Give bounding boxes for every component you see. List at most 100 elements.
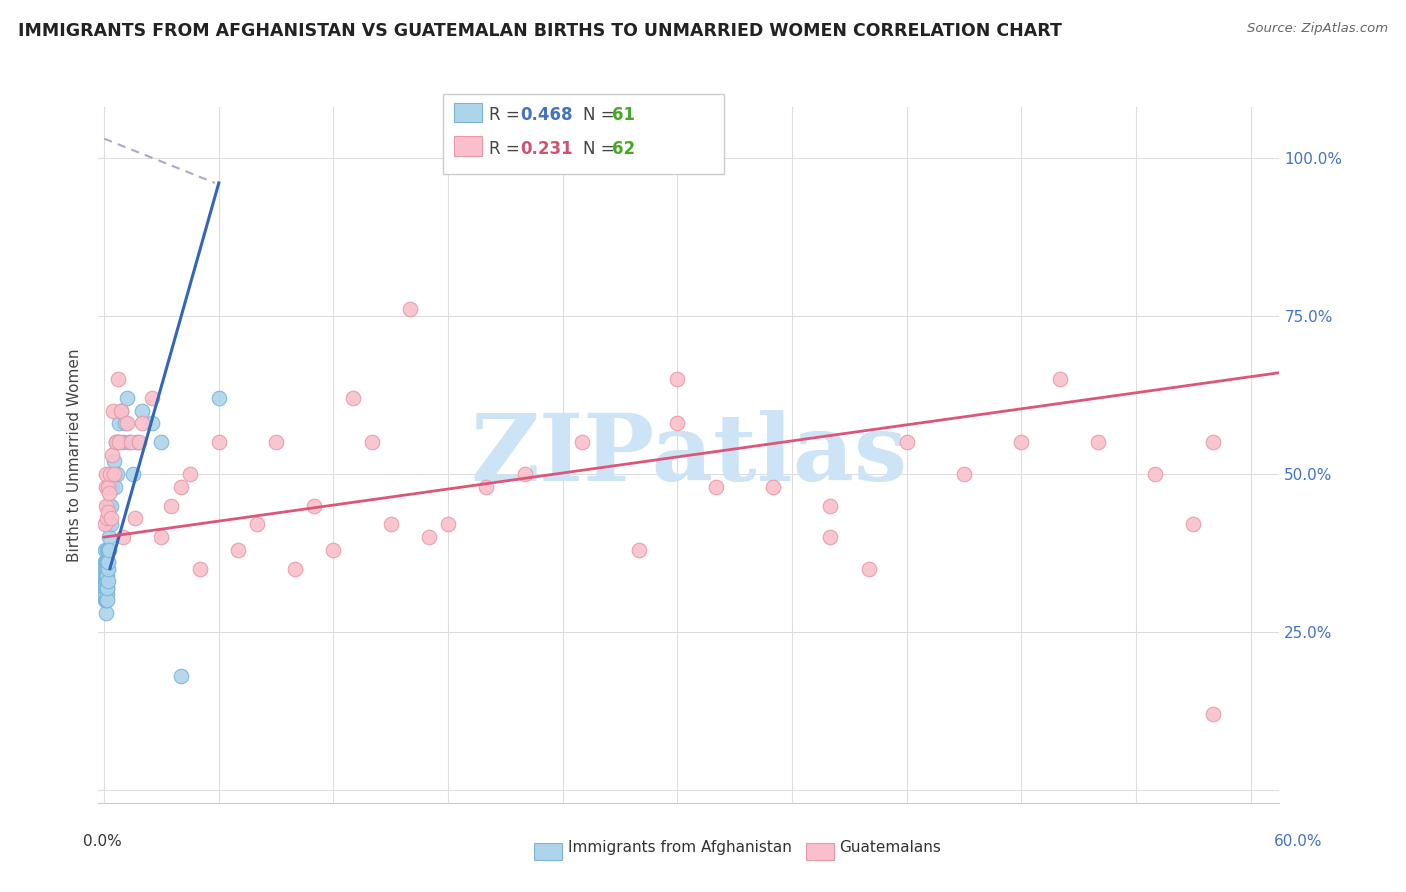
Point <box>94 568 117 582</box>
Point <box>94 562 117 576</box>
Point <box>97 574 120 589</box>
Point <box>96 581 118 595</box>
Point <box>97 517 120 532</box>
Point <box>94 542 117 557</box>
Point <box>94 574 117 589</box>
Point <box>101 479 124 493</box>
Point <box>953 467 976 481</box>
Point <box>101 448 124 462</box>
Point <box>93 574 115 589</box>
Text: ZIPatlas: ZIPatlas <box>471 410 907 500</box>
Point <box>96 581 118 595</box>
Point <box>115 391 138 405</box>
Text: N =: N = <box>583 140 620 158</box>
Point <box>208 435 231 450</box>
Point <box>1201 435 1223 450</box>
Point <box>104 479 127 493</box>
Point <box>108 435 131 450</box>
Point <box>1087 435 1109 450</box>
Point <box>128 435 150 450</box>
Point <box>246 517 269 532</box>
Point <box>96 562 118 576</box>
Point <box>97 562 120 576</box>
Point <box>1201 707 1223 722</box>
Point <box>437 517 460 532</box>
Point <box>96 556 118 570</box>
Point <box>96 568 118 582</box>
Point <box>105 467 128 481</box>
Point <box>110 403 132 417</box>
Point <box>179 467 201 481</box>
Point <box>160 499 183 513</box>
Point <box>896 435 918 450</box>
Text: Source: ZipAtlas.com: Source: ZipAtlas.com <box>1247 22 1388 36</box>
Y-axis label: Births to Unmarried Women: Births to Unmarried Women <box>67 348 83 562</box>
Point <box>820 499 842 513</box>
Point <box>513 467 536 481</box>
Point <box>104 435 127 450</box>
Point <box>141 391 163 405</box>
Point <box>103 454 125 468</box>
Point <box>94 556 117 570</box>
Point <box>112 435 135 450</box>
Point <box>208 391 231 405</box>
Point <box>97 479 120 493</box>
Point <box>97 542 120 557</box>
Point <box>131 417 153 431</box>
Text: IMMIGRANTS FROM AFGHANISTAN VS GUATEMALAN BIRTHS TO UNMARRIED WOMEN CORRELATION : IMMIGRANTS FROM AFGHANISTAN VS GUATEMALA… <box>18 22 1062 40</box>
Point <box>98 479 121 493</box>
Text: 60.0%: 60.0% <box>1274 834 1322 849</box>
Point <box>108 417 131 431</box>
Point <box>418 530 440 544</box>
Point <box>96 511 118 525</box>
Point <box>125 435 148 450</box>
Text: 0.0%: 0.0% <box>83 834 122 849</box>
Point <box>118 435 141 450</box>
Point <box>666 417 689 431</box>
Point <box>114 417 136 431</box>
Point <box>98 467 121 481</box>
Point <box>104 435 127 450</box>
Point <box>666 372 689 386</box>
Point <box>94 593 117 607</box>
Point <box>188 562 211 576</box>
Point <box>103 467 125 481</box>
Point <box>94 499 117 513</box>
Point <box>97 505 120 519</box>
Point <box>380 517 402 532</box>
Point <box>101 467 124 481</box>
Point <box>762 479 785 493</box>
Point <box>94 606 117 620</box>
Point <box>96 574 118 589</box>
Point <box>94 587 117 601</box>
Point <box>101 403 124 417</box>
Point <box>96 568 118 582</box>
Point <box>150 530 173 544</box>
Point <box>100 499 122 513</box>
Point <box>94 581 117 595</box>
Text: R =: R = <box>489 106 526 124</box>
Text: N =: N = <box>583 106 620 124</box>
Point <box>94 568 117 582</box>
Point <box>264 435 287 450</box>
Point <box>1182 517 1205 532</box>
Point <box>96 467 118 481</box>
Point <box>96 542 118 557</box>
Point <box>1049 372 1071 386</box>
Point <box>96 593 118 607</box>
Text: 62: 62 <box>612 140 634 158</box>
Point <box>121 467 143 481</box>
Point <box>628 542 651 557</box>
Point <box>93 556 115 570</box>
Point <box>858 562 880 576</box>
Point <box>399 302 422 317</box>
Point <box>94 581 117 595</box>
Text: Immigrants from Afghanistan: Immigrants from Afghanistan <box>568 840 792 855</box>
Point <box>820 530 842 544</box>
Point <box>150 435 173 450</box>
Text: Guatemalans: Guatemalans <box>839 840 941 855</box>
Point <box>112 530 135 544</box>
Point <box>96 587 118 601</box>
Point <box>342 391 364 405</box>
Point <box>94 479 117 493</box>
